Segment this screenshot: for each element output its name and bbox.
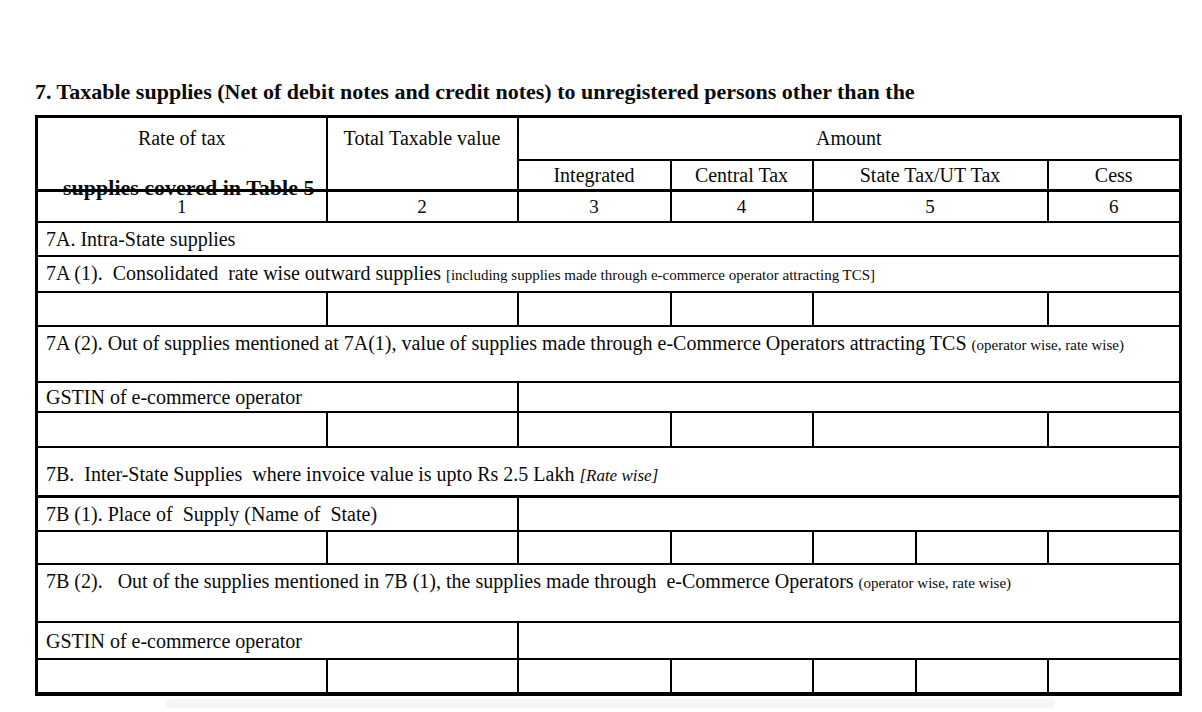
data-cell-7b2-rate bbox=[37, 659, 327, 694]
row-7b2-label: 7B (2). Out of the supplies mentioned in… bbox=[37, 564, 1181, 622]
data-cell-7a2-cess bbox=[1048, 412, 1181, 447]
row-7b1: 7B (1). Place of Supply (Name of State) bbox=[37, 496, 1181, 531]
data-cell-7b2-state-tax-a bbox=[813, 659, 916, 694]
gstin-value-cell-7a2 bbox=[518, 382, 1181, 412]
row-7a2: 7A (2). Out of supplies mentioned at 7A(… bbox=[37, 326, 1181, 382]
header-total-taxable-value: Total Taxable value bbox=[327, 117, 518, 191]
data-cell-7a2-rate bbox=[37, 412, 327, 447]
row-7b-label: 7B. Inter-State Supplies where invoice v… bbox=[37, 447, 1181, 496]
data-cell-7b1-taxable-value bbox=[327, 531, 518, 564]
row-7a1-label-note: [including supplies made through e-comme… bbox=[446, 267, 875, 283]
row-gstin-7b2: GSTIN of e-commerce operator bbox=[37, 622, 1181, 659]
row-7a: 7A. Intra-State supplies bbox=[37, 222, 1181, 256]
header-integrated: Integrated bbox=[518, 160, 671, 191]
data-cell-7a1-taxable-value bbox=[327, 292, 518, 326]
row-7a1-label-main: 7A (1). Consolidated rate wise outward s… bbox=[46, 262, 446, 284]
data-cell-7b1-state-tax-a bbox=[813, 531, 916, 564]
column-number-1: 1 bbox=[37, 191, 327, 223]
data-cell-7b1-state-tax-b bbox=[916, 531, 1048, 564]
row-7b2: 7B (2). Out of the supplies mentioned in… bbox=[37, 564, 1181, 622]
data-cell-7b2-integrated bbox=[518, 659, 671, 694]
header-state-tax-ut-tax: State Tax/UT Tax bbox=[813, 160, 1048, 191]
row-7a-label: 7A. Intra-State supplies bbox=[37, 222, 1181, 256]
row-7a2-data bbox=[37, 412, 1181, 447]
gstin-value-cell-7b2 bbox=[518, 622, 1181, 659]
data-cell-7b1-integrated bbox=[518, 531, 671, 564]
row-7b1-label: 7B (1). Place of Supply (Name of State) bbox=[37, 496, 518, 531]
row-7b1-data bbox=[37, 531, 1181, 564]
table-7-title-line-1: 7. Taxable supplies (Net of debit notes … bbox=[35, 76, 1065, 108]
header-amount: Amount bbox=[518, 117, 1181, 160]
column-number-6: 6 bbox=[1048, 191, 1181, 223]
data-cell-7a1-central-tax bbox=[671, 292, 813, 326]
header-central-tax: Central Tax bbox=[671, 160, 813, 191]
data-cell-7b2-cess bbox=[1048, 659, 1181, 694]
gstin-label-7b2: GSTIN of e-commerce operator bbox=[37, 622, 518, 659]
column-number-row: 1 2 3 4 5 6 bbox=[37, 191, 1181, 223]
data-cell-7b2-central-tax bbox=[671, 659, 813, 694]
data-cell-7a1-state-tax bbox=[813, 292, 1048, 326]
row-7b1-value-cell bbox=[518, 496, 1181, 531]
row-7b2-data bbox=[37, 659, 1181, 694]
data-cell-7b2-state-tax-b bbox=[916, 659, 1048, 694]
row-7a1-data bbox=[37, 292, 1181, 326]
header-row-labels: Rate of tax Total Taxable value Amount bbox=[37, 117, 1181, 160]
data-cell-7b1-central-tax bbox=[671, 531, 813, 564]
column-number-3: 3 bbox=[518, 191, 671, 223]
row-7a1: 7A (1). Consolidated rate wise outward s… bbox=[37, 256, 1181, 292]
row-7b-label-note: [Rate wise] bbox=[579, 466, 658, 485]
scan-shadow-artifact bbox=[165, 699, 1055, 708]
row-7b: 7B. Inter-State Supplies where invoice v… bbox=[37, 447, 1181, 496]
data-cell-7b1-cess bbox=[1048, 531, 1181, 564]
row-7a1-label: 7A (1). Consolidated rate wise outward s… bbox=[37, 256, 1181, 292]
data-cell-7a2-central-tax bbox=[671, 412, 813, 447]
data-cell-7b1-rate bbox=[37, 531, 327, 564]
table-7-grid: Rate of tax Total Taxable value Amount I… bbox=[35, 115, 1182, 696]
data-cell-7a2-taxable-value bbox=[327, 412, 518, 447]
column-number-5: 5 bbox=[813, 191, 1048, 223]
gstin-label-7a2: GSTIN of e-commerce operator bbox=[37, 382, 518, 412]
data-cell-7a2-integrated bbox=[518, 412, 671, 447]
header-rate-of-tax: Rate of tax bbox=[37, 117, 327, 191]
data-cell-7a2-state-tax bbox=[813, 412, 1048, 447]
row-7b2-label-note: (operator wise, rate wise) bbox=[859, 575, 1011, 591]
row-7a2-label-main: 7A (2). Out of supplies mentioned at 7A(… bbox=[46, 332, 972, 354]
data-cell-7a1-cess bbox=[1048, 292, 1181, 326]
data-cell-7a1-rate bbox=[37, 292, 327, 326]
header-cess: Cess bbox=[1048, 160, 1181, 191]
column-number-2: 2 bbox=[327, 191, 518, 223]
row-7b-label-main: 7B. Inter-State Supplies where invoice v… bbox=[46, 463, 579, 485]
row-7a2-label-note: (operator wise, rate wise) bbox=[972, 337, 1124, 353]
row-7b2-label-main: 7B (2). Out of the supplies mentioned in… bbox=[46, 570, 859, 592]
row-7a2-label: 7A (2). Out of supplies mentioned at 7A(… bbox=[37, 326, 1181, 382]
column-number-4: 4 bbox=[671, 191, 813, 223]
data-cell-7b2-taxable-value bbox=[327, 659, 518, 694]
data-cell-7a1-integrated bbox=[518, 292, 671, 326]
row-gstin-7a2: GSTIN of e-commerce operator bbox=[37, 382, 1181, 412]
